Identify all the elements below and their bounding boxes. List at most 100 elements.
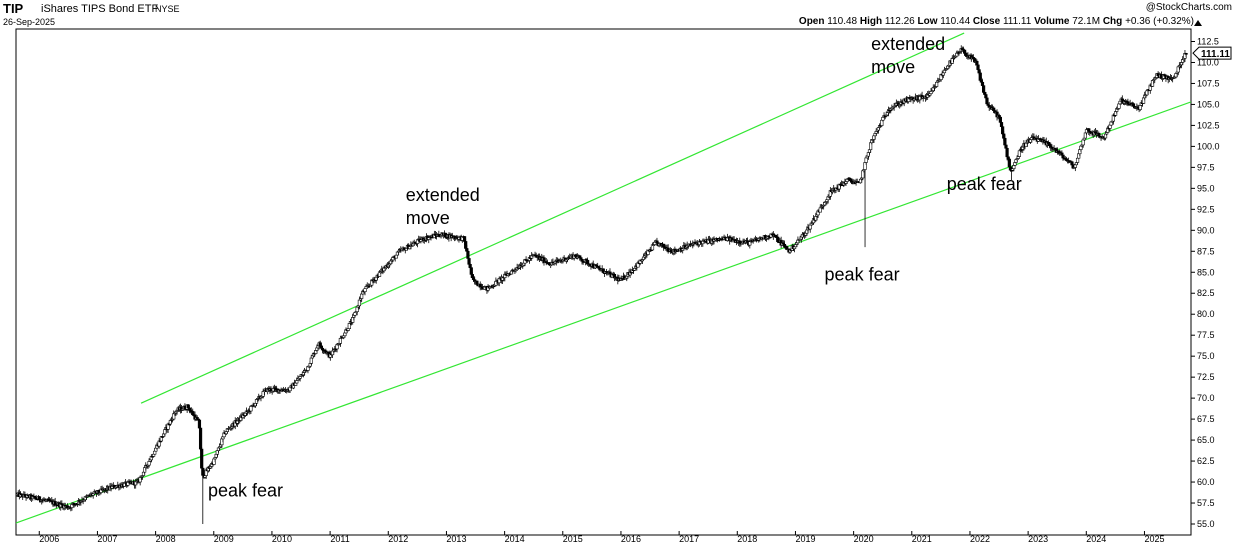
y-tick-label: 100.0 <box>1197 141 1220 151</box>
x-tick-label: 2007 <box>97 534 117 544</box>
ticker-symbol: TIP <box>3 1 24 16</box>
x-tick-label: 2012 <box>388 534 408 544</box>
security-name: iShares TIPS Bond ETF <box>41 3 159 15</box>
candle-body <box>394 254 398 259</box>
candle-body <box>976 64 980 70</box>
candle-body <box>881 116 885 121</box>
candle-body <box>1073 164 1077 168</box>
candle-body <box>147 461 151 466</box>
y-tick-label: 92.5 <box>1197 204 1215 214</box>
candle-body <box>982 85 986 93</box>
open-label: Open <box>798 16 825 27</box>
candle-body <box>738 240 742 244</box>
x-tick-label: 2024 <box>1086 534 1106 544</box>
x-tick-label: 2018 <box>737 534 757 544</box>
low-label: Low <box>917 16 938 27</box>
high-value: 112.26 <box>884 16 915 27</box>
chg-label: Chg <box>1102 16 1123 27</box>
candle-body <box>941 72 945 76</box>
y-axis: 55.0 57.5 60.0 62.5 65.0 67.5 70.0 72.5 75.0 77.5… <box>1191 37 1220 529</box>
y-tick-label: 87.5 <box>1197 246 1215 256</box>
candle-body <box>200 448 204 469</box>
exchange-label: NYSE <box>155 4 180 14</box>
y-tick-label: 60.0 <box>1197 477 1215 487</box>
annotation-layer: extended move peak fear peak fear extended mo… <box>208 34 1022 500</box>
chg-value: +0.36 (+0.32%) <box>1125 16 1194 27</box>
low-value: 110.44 <box>940 16 971 27</box>
candle-body <box>935 81 939 87</box>
candle-body <box>864 157 868 163</box>
y-tick-label: 95.0 <box>1197 183 1215 193</box>
last-price-badge-label: 111.11 <box>1201 49 1230 60</box>
y-tick-label: 70.0 <box>1197 393 1215 403</box>
candle-body <box>309 357 313 364</box>
chart-annotation: extended move <box>406 185 480 228</box>
y-tick-label: 110.0 <box>1197 57 1219 67</box>
candle-body <box>363 288 367 292</box>
y-tick-label: 112.5 <box>1197 37 1219 47</box>
x-tick-label: 2017 <box>679 534 699 544</box>
y-tick-label: 67.5 <box>1197 414 1215 424</box>
y-tick-label: 62.5 <box>1197 456 1215 466</box>
candle-body <box>1184 53 1188 55</box>
y-tick-label: 85.0 <box>1197 267 1215 277</box>
candle-body <box>1005 147 1009 158</box>
candle-body <box>153 450 157 455</box>
candlestick-layer <box>15 45 1188 524</box>
y-tick-label: 90.0 <box>1197 225 1215 235</box>
y-tick-label: 77.5 <box>1197 330 1215 340</box>
plot-area-frame <box>15 28 1192 536</box>
x-tick-label: 2025 <box>1144 534 1164 544</box>
trendline-layer <box>16 32 1191 524</box>
x-tick-label: 2014 <box>505 534 525 544</box>
y-tick-label: 102.5 <box>1197 120 1220 130</box>
trendline <box>140 32 965 404</box>
x-tick-label: 2016 <box>621 534 641 544</box>
volume-value: 72.1M <box>1072 16 1101 27</box>
x-tick-label: 2009 <box>214 534 234 544</box>
x-tick-label: 2023 <box>1028 534 1048 544</box>
close-value: 111.11 <box>1002 16 1032 27</box>
x-tick-label: 2019 <box>795 534 815 544</box>
y-tick-label: 82.5 <box>1197 288 1215 298</box>
chart-annotation: peak fear <box>208 480 283 500</box>
chart-annotation: extended move <box>871 34 945 77</box>
candle-body <box>1016 156 1020 159</box>
open-value: 110.48 <box>827 16 858 27</box>
y-tick-label: 105.0 <box>1197 99 1220 109</box>
brand-watermark: @StockCharts.com <box>1145 2 1232 13</box>
candle-body <box>998 116 1002 123</box>
x-tick-label: 2013 <box>446 534 466 544</box>
candle-body <box>468 264 472 268</box>
x-axis: 2006 2007 2008 2009 2010 2011 2012 2013 2014 2015… <box>38 531 1164 544</box>
high-label: High <box>859 16 883 27</box>
ohlc-readout: Open 110.48 High 112.26 Low 110.44 Close… <box>799 16 1194 27</box>
y-tick-label: 65.0 <box>1197 435 1215 445</box>
candle-body <box>338 338 343 344</box>
y-tick-label: 72.5 <box>1197 372 1215 382</box>
x-tick-label: 2011 <box>330 534 349 544</box>
x-tick-label: 2010 <box>272 534 292 544</box>
candle-body <box>353 312 357 316</box>
y-tick-label: 75.0 <box>1197 351 1215 361</box>
last-price-badge: 111.11 <box>1192 46 1232 60</box>
candle-body <box>808 224 812 230</box>
x-tick-label: 2006 <box>39 534 59 544</box>
volume-label: Volume <box>1034 16 1070 27</box>
x-tick-label: 2008 <box>156 534 176 544</box>
y-tick-label: 55.0 <box>1197 519 1215 529</box>
candle-body <box>848 178 853 182</box>
x-tick-label: 2022 <box>970 534 990 544</box>
last-price-badge-shape <box>1192 46 1232 60</box>
x-tick-label: 2020 <box>854 534 874 544</box>
candle-body <box>1075 157 1080 163</box>
chart-annotation: peak fear <box>825 265 900 285</box>
trendline <box>16 101 1191 524</box>
y-tick-label: 97.5 <box>1197 162 1215 172</box>
y-tick-label: 107.5 <box>1197 78 1220 88</box>
chart-annotation: peak fear <box>947 174 1022 194</box>
chart-date: 26-Sep-2025 <box>3 17 56 27</box>
x-tick-label: 2021 <box>912 534 932 544</box>
candle-body <box>1138 105 1142 110</box>
